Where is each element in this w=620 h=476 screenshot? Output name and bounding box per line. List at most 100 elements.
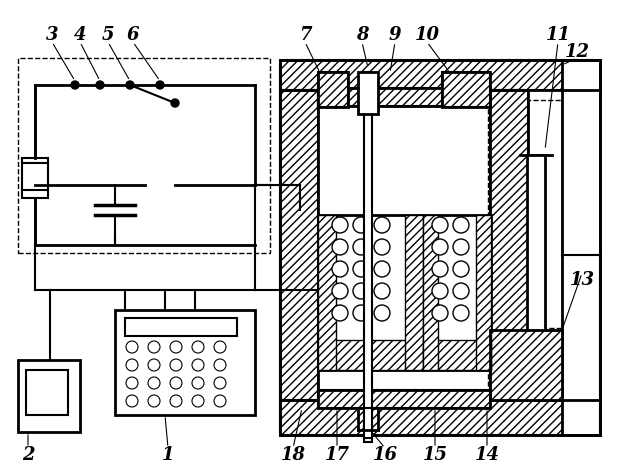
Circle shape [170,377,182,389]
Bar [125,318,237,336]
Circle shape [432,261,448,277]
Circle shape [332,283,348,299]
Circle shape [148,359,160,371]
Circle shape [374,283,390,299]
Text: 2: 2 [22,446,34,464]
Bar [527,155,545,355]
Circle shape [126,359,138,371]
Bar [318,340,423,370]
Bar [490,330,562,400]
Bar [423,340,491,370]
Text: 8: 8 [356,26,368,44]
Bar [280,400,600,435]
Bar [358,72,378,114]
Circle shape [332,305,348,321]
Circle shape [453,239,469,255]
Circle shape [332,239,348,255]
Bar [318,390,490,408]
Circle shape [214,395,226,407]
Circle shape [453,217,469,233]
Circle shape [432,305,448,321]
Circle shape [126,341,138,353]
Circle shape [192,377,204,389]
Circle shape [148,395,160,407]
Circle shape [170,341,182,353]
Circle shape [332,261,348,277]
Bar [423,215,438,370]
Text: 1: 1 [162,446,174,464]
Bar [490,330,562,400]
Circle shape [156,81,164,89]
Bar [115,310,255,415]
Bar [318,72,348,107]
Text: 17: 17 [324,446,350,464]
Text: 9: 9 [389,26,401,44]
Bar [26,370,68,415]
Bar [18,360,80,432]
Bar [280,60,600,90]
Bar [318,390,490,408]
Circle shape [374,261,390,277]
Circle shape [374,305,390,321]
Bar [280,400,600,435]
Bar [405,215,423,370]
Circle shape [148,377,160,389]
Circle shape [353,261,369,277]
Bar [364,72,372,442]
Circle shape [332,217,348,233]
Bar [298,100,488,395]
Circle shape [170,395,182,407]
Bar [490,90,528,400]
Circle shape [214,377,226,389]
Circle shape [353,217,369,233]
Text: 12: 12 [564,43,590,61]
Circle shape [374,239,390,255]
Circle shape [96,81,104,89]
Circle shape [192,359,204,371]
Bar [364,408,372,438]
Bar [318,215,336,370]
Circle shape [432,283,448,299]
Circle shape [432,239,448,255]
Circle shape [192,341,204,353]
Bar [442,72,490,107]
Circle shape [171,99,179,107]
Circle shape [453,305,469,321]
Text: 15: 15 [422,446,448,464]
Circle shape [126,377,138,389]
Circle shape [432,217,448,233]
Circle shape [126,81,134,89]
Bar [490,100,562,328]
Bar [442,72,490,107]
Bar [318,72,348,107]
Circle shape [192,395,204,407]
Text: 5: 5 [102,26,114,44]
Circle shape [126,395,138,407]
Circle shape [214,341,226,353]
Text: 18: 18 [280,446,306,464]
Text: 7: 7 [299,26,311,44]
Circle shape [453,283,469,299]
Text: 11: 11 [546,26,570,44]
Bar [476,215,491,370]
Circle shape [214,359,226,371]
Circle shape [148,341,160,353]
Bar [280,60,600,90]
Circle shape [170,359,182,371]
Bar [18,58,270,253]
Bar [318,88,490,106]
Text: 13: 13 [570,271,595,289]
Text: 6: 6 [126,26,140,44]
Text: 4: 4 [74,26,86,44]
Bar [22,158,48,198]
Text: 14: 14 [474,446,500,464]
Text: 16: 16 [373,446,397,464]
Bar [280,90,318,400]
Circle shape [374,217,390,233]
Text: 3: 3 [46,26,58,44]
Circle shape [353,305,369,321]
Circle shape [353,239,369,255]
Bar [562,60,600,435]
Circle shape [353,283,369,299]
Circle shape [453,261,469,277]
